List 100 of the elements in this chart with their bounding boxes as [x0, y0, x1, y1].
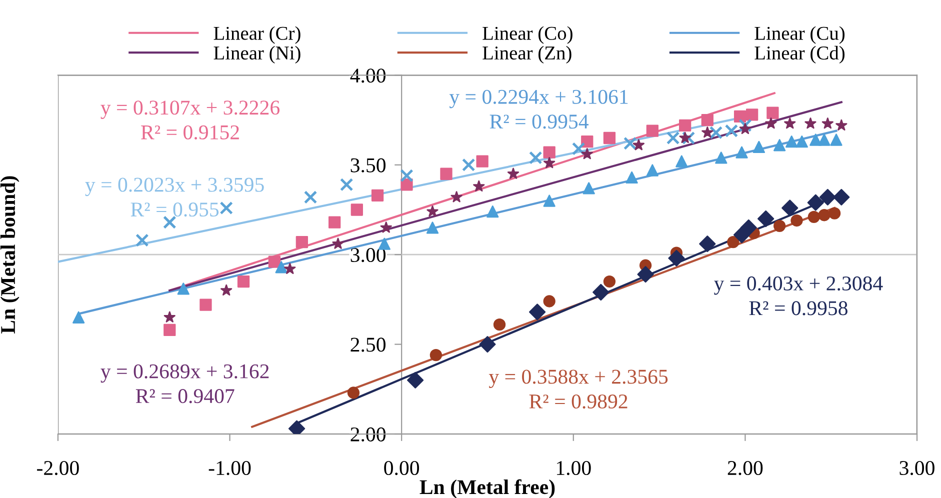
y-tick-label: 3.00 — [350, 248, 386, 262]
point — [220, 284, 232, 296]
point — [407, 372, 424, 388]
point — [528, 151, 542, 164]
point — [702, 126, 714, 138]
point — [804, 118, 816, 129]
point — [581, 136, 594, 148]
legend-label: Linear (Zn) — [482, 46, 572, 64]
legend-label: Linear (Cu) — [754, 26, 845, 44]
point — [765, 118, 777, 129]
point — [807, 194, 824, 211]
point — [479, 336, 496, 353]
point — [332, 238, 344, 249]
annotation: y = 0.2689x + 3.162 R² = 0.9407 — [100, 364, 269, 404]
point — [603, 275, 616, 288]
point — [340, 178, 354, 192]
point — [623, 136, 637, 150]
point — [440, 168, 452, 180]
point — [796, 136, 808, 148]
point — [773, 139, 786, 152]
point — [810, 134, 822, 146]
point — [666, 131, 680, 145]
point — [766, 106, 779, 119]
point — [758, 210, 774, 228]
point — [543, 295, 556, 308]
point — [808, 210, 820, 223]
point — [284, 262, 296, 274]
point — [371, 189, 384, 202]
legend-label: Linear (Cr) — [214, 26, 300, 44]
point — [782, 200, 798, 216]
annotation: y = 0.2023x + 3.3595 R² = 0.955 — [85, 178, 264, 217]
y-tick-label: 4.00 — [350, 68, 386, 83]
y-tick-label: 3.50 — [350, 158, 386, 172]
point — [773, 220, 786, 232]
point — [426, 205, 438, 217]
x-tick-label: -1.00 — [208, 461, 251, 476]
point — [200, 298, 212, 311]
point — [220, 201, 233, 215]
point — [822, 118, 834, 129]
point — [288, 420, 306, 434]
point — [828, 207, 841, 220]
point — [237, 275, 250, 288]
x-tick-label: 1.00 — [556, 461, 591, 476]
point — [679, 132, 691, 144]
y-tick-label: 2.50 — [350, 338, 386, 352]
annotation: y = 0.3107x + 3.2226 R² = 0.9152 — [100, 100, 280, 140]
point — [637, 266, 654, 283]
point — [164, 311, 176, 322]
point — [740, 219, 757, 236]
point — [163, 216, 176, 229]
point — [507, 168, 520, 179]
annotation: y = 0.3588x + 2.3565 R² = 0.9892 — [488, 370, 668, 409]
point — [268, 256, 281, 268]
point — [275, 261, 288, 274]
point — [736, 146, 748, 158]
point — [818, 134, 830, 146]
point — [177, 282, 190, 295]
point — [746, 108, 758, 121]
point — [462, 158, 476, 172]
point — [328, 216, 341, 228]
point — [486, 205, 499, 218]
point — [676, 155, 688, 168]
point — [592, 284, 610, 301]
point — [296, 236, 308, 248]
point — [476, 155, 488, 168]
point — [529, 304, 546, 320]
point — [819, 188, 836, 206]
annotation: y = 0.2294x + 3.1061 R² = 0.9954 — [449, 90, 628, 129]
legend-label: Linear (Ni) — [214, 46, 300, 64]
point — [738, 118, 752, 132]
point — [724, 124, 738, 138]
point — [582, 182, 595, 194]
point — [739, 122, 752, 134]
point — [380, 222, 392, 233]
point — [378, 238, 390, 250]
point — [818, 209, 830, 222]
legend-label: Linear (Cd) — [754, 46, 845, 64]
point — [752, 140, 766, 154]
point — [626, 171, 638, 184]
y-axis-title: Ln (Metal bound) — [0, 176, 20, 334]
point — [473, 180, 485, 192]
point — [426, 222, 439, 234]
point — [304, 190, 318, 204]
point — [830, 134, 842, 146]
point — [347, 386, 360, 399]
point — [581, 148, 593, 160]
point — [543, 146, 556, 158]
point — [450, 191, 462, 202]
point — [544, 157, 556, 168]
point — [136, 234, 149, 247]
point — [668, 250, 685, 266]
point — [715, 152, 728, 164]
point — [833, 188, 850, 206]
point — [699, 236, 716, 252]
point — [632, 139, 644, 150]
point — [709, 126, 723, 140]
point — [603, 132, 616, 144]
point — [350, 204, 363, 216]
point — [790, 214, 803, 227]
point — [543, 194, 556, 207]
